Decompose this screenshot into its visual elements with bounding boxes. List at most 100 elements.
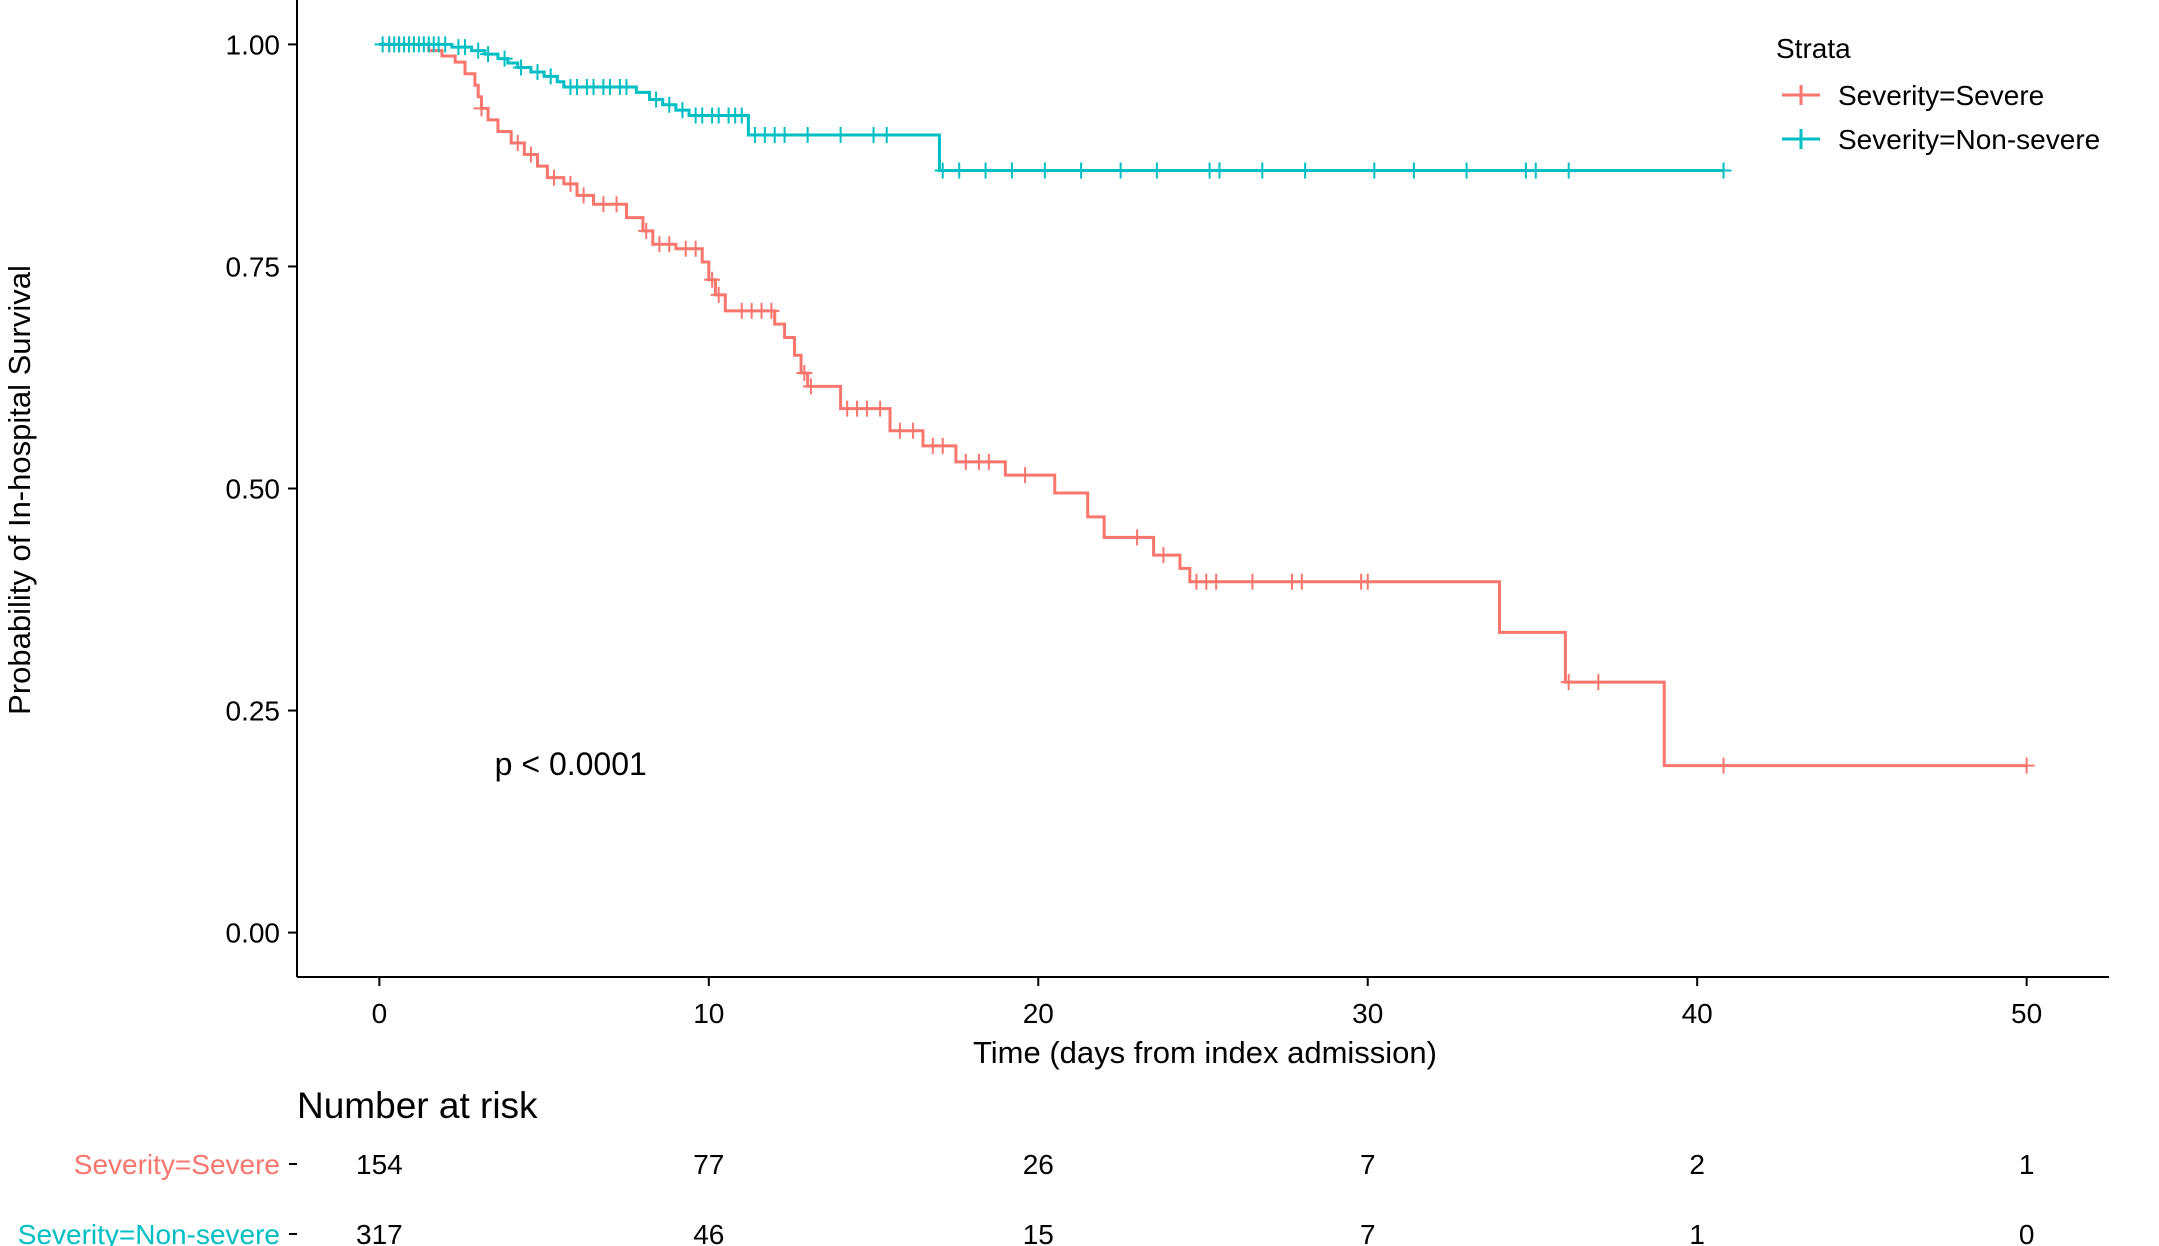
- censor-mark: [1129, 529, 1146, 546]
- censor-mark: [1073, 162, 1090, 179]
- risk-count: 46: [693, 1219, 724, 1246]
- censor-mark: [480, 46, 497, 63]
- y-tick-label: 0.75: [226, 251, 281, 282]
- y-tick-label: 1.00: [226, 29, 281, 60]
- curve-severity-non-severe: [379, 42, 1724, 173]
- legend-label-severe: Severity=Severe: [1838, 80, 2044, 111]
- x-tick-label: 30: [1352, 998, 1383, 1029]
- censor-mark: [473, 100, 490, 117]
- x-axis-label: Time (days from index admission): [973, 1035, 1437, 1070]
- legend-entry-non-severe: Severity=Non-severe: [1782, 124, 2100, 155]
- censor-mark: [661, 236, 678, 253]
- x-tick-label: 10: [693, 998, 724, 1029]
- censor-mark: [457, 39, 474, 56]
- censor-mark: [509, 134, 526, 151]
- censor-mark: [437, 36, 454, 53]
- censor-mark: [1211, 162, 1228, 179]
- y-axis-ticks: 0.00 0.25 0.50 0.75 1.00: [226, 29, 297, 949]
- censor-mark: [1112, 162, 1129, 179]
- risk-count: 0: [2019, 1219, 2035, 1246]
- censor-mark: [878, 127, 895, 144]
- y-tick-label: 0.25: [226, 696, 281, 727]
- censor-mark: [1148, 162, 1165, 179]
- x-tick-label: 40: [1682, 998, 1713, 1029]
- y-tick-label: 0.50: [226, 474, 281, 505]
- censor-mark: [1590, 674, 1607, 691]
- censor-mark: [1293, 573, 1310, 590]
- censor-mark: [2018, 757, 2035, 774]
- censor-mark: [1359, 573, 1376, 590]
- censor-mark: [1458, 162, 1475, 179]
- risk-count: 317: [356, 1219, 403, 1246]
- censor-mark: [872, 400, 889, 417]
- legend-entry-severe: Severity=Severe: [1782, 80, 2044, 111]
- censor-mark: [638, 222, 655, 239]
- risk-count: 77: [693, 1149, 724, 1180]
- censor-mark: [1715, 162, 1732, 179]
- risk-row-label: Severity=Non-severe: [18, 1219, 280, 1246]
- y-axis-label: Probability of In-hospital Survival: [2, 265, 37, 715]
- censor-mark: [980, 453, 997, 470]
- censor-mark: [513, 59, 530, 76]
- censor-mark: [710, 286, 727, 303]
- censor-mark: [529, 63, 546, 80]
- censor-mark: [1405, 162, 1422, 179]
- risk-count: 26: [1023, 1149, 1054, 1180]
- censor-mark: [733, 107, 750, 124]
- legend: Strata Severity=Severe Severity=Non-seve…: [1776, 33, 2100, 155]
- x-axis-ticks: 0 10 20 30 40 50: [372, 977, 2042, 1029]
- censor-mark: [951, 162, 968, 179]
- censor-mark: [1297, 162, 1314, 179]
- censor-mark: [1560, 674, 1577, 691]
- censor-mark: [1715, 757, 1732, 774]
- censor-mark: [648, 91, 665, 108]
- censor-mark: [522, 146, 539, 163]
- censor-mark: [608, 196, 625, 213]
- censor-mark: [687, 240, 704, 257]
- risk-count: 7: [1360, 1149, 1376, 1180]
- censor-mark: [934, 437, 951, 454]
- censor-mark: [763, 302, 780, 319]
- censor-mark: [575, 187, 592, 204]
- censor-mark: [542, 68, 559, 85]
- censor-mark: [934, 162, 951, 179]
- risk-count: 1: [2019, 1149, 2035, 1180]
- censor-mark: [977, 162, 994, 179]
- risk-count: 7: [1360, 1219, 1376, 1246]
- censor-mark: [1208, 573, 1225, 590]
- censor-mark: [905, 422, 922, 439]
- censor-mark: [1366, 162, 1383, 179]
- censor-mark: [1254, 162, 1271, 179]
- censor-mark: [832, 127, 849, 144]
- x-tick-label: 50: [2011, 998, 2042, 1029]
- censor-mark: [618, 79, 635, 96]
- risk-count: 154: [356, 1149, 403, 1180]
- censor-mark: [545, 169, 562, 186]
- censor-mark: [1560, 162, 1577, 179]
- legend-label-non-severe: Severity=Non-severe: [1838, 124, 2100, 155]
- censor-mark: [796, 365, 813, 382]
- legend-title: Strata: [1776, 33, 1851, 64]
- censor-mark: [562, 175, 579, 192]
- y-tick-label: 0.00: [226, 918, 281, 949]
- x-tick-label: 0: [372, 998, 388, 1029]
- censor-mark: [1155, 547, 1172, 564]
- risk-count: 15: [1023, 1219, 1054, 1246]
- risk-count: 1: [1689, 1219, 1705, 1246]
- censor-mark: [1527, 162, 1544, 179]
- censor-mark: [661, 96, 678, 113]
- censor-mark: [674, 102, 691, 119]
- censor-marks-severity-non-severe: [374, 36, 1732, 179]
- risk-table-title: Number at risk: [297, 1085, 538, 1126]
- censor-mark: [776, 127, 793, 144]
- p-value-annotation: p < 0.0001: [495, 746, 647, 782]
- censor-mark: [799, 127, 816, 144]
- censor-mark: [1036, 162, 1053, 179]
- x-tick-label: 20: [1023, 998, 1054, 1029]
- censor-mark: [1244, 573, 1261, 590]
- survival-curves: [374, 36, 2035, 774]
- censor-mark: [704, 271, 721, 288]
- censor-marks-severity-severe: [381, 36, 2035, 774]
- risk-table: Severity=Severe 154 77 26 7 2 1 Severity=Non-se…: [18, 1149, 2035, 1246]
